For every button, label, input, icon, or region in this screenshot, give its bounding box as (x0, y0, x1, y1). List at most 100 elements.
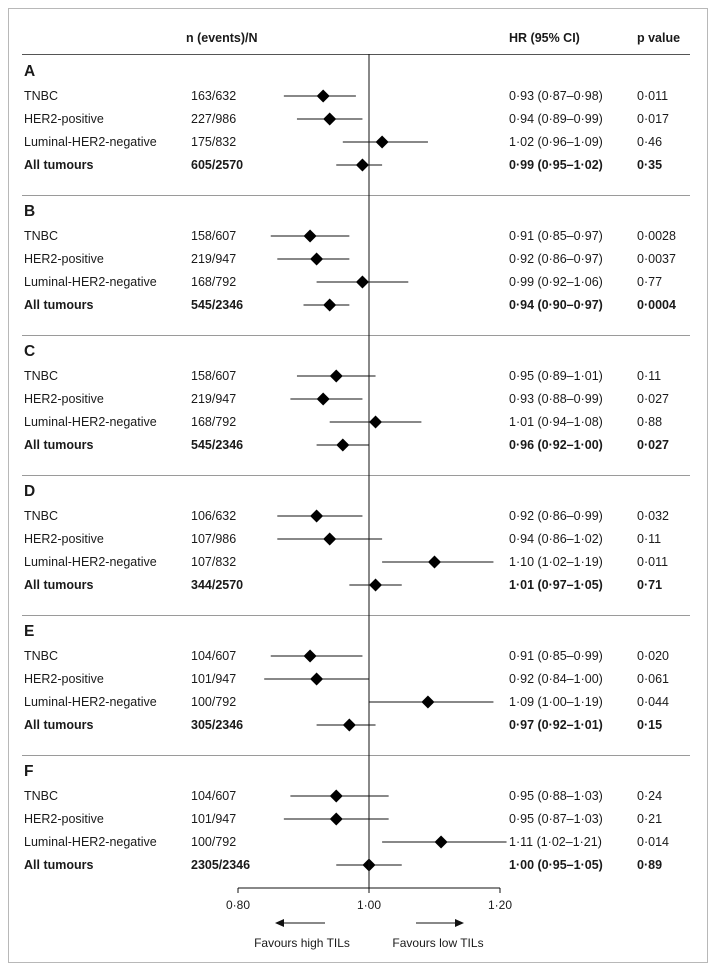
row-events: 545/2346 (191, 438, 244, 452)
row-events: 163/632 (191, 89, 237, 103)
row-p-value: 0·11 (637, 532, 662, 546)
hr-diamond (355, 275, 369, 289)
row-p-value: 0·71 (637, 578, 663, 592)
row-events: 158/607 (191, 369, 237, 383)
row-hr-ci: 0·99 (0·95–1·02) (509, 158, 603, 172)
row-hr-ci: 0·94 (0·90–0·97) (509, 298, 603, 312)
row-p-value: 0·46 (637, 135, 663, 149)
hr-diamond (310, 509, 324, 523)
section-divider (22, 335, 690, 336)
row-hr-ci: 0·95 (0·87–1·03) (509, 812, 603, 826)
section-label: A (24, 63, 36, 80)
row-events: 175/832 (191, 135, 237, 149)
row-events: 168/792 (191, 275, 237, 289)
section-label: B (24, 203, 36, 220)
hr-diamond (303, 229, 317, 243)
row-hr-ci: 1·01 (0·94–1·08) (509, 415, 603, 429)
row-hr-ci: 0·95 (0·88–1·03) (509, 789, 603, 803)
hr-diamond (310, 252, 324, 266)
section-divider (22, 475, 690, 476)
row-p-value: 0·89 (637, 858, 663, 872)
row-hr-ci: 1·10 (1·02–1·19) (509, 555, 603, 569)
x-tick-label: 1·20 (488, 898, 512, 912)
row-label: TNBC (24, 89, 59, 103)
x-tick-label: 0·80 (226, 898, 250, 912)
row-hr-ci: 0·92 (0·86–0·97) (509, 252, 603, 266)
favours-high-tils-label: Favours high TILs (254, 936, 350, 950)
row-events: 605/2570 (191, 158, 244, 172)
row-p-value: 0·21 (637, 812, 663, 826)
hr-diamond (329, 789, 343, 803)
row-label: TNBC (24, 789, 59, 803)
favours-low-tils-label: Favours low TILs (392, 936, 483, 950)
row-p-value: 0·044 (637, 695, 669, 709)
row-p-value: 0·011 (637, 555, 669, 569)
row-label: All tumours (24, 298, 94, 312)
row-label: HER2-positive (24, 812, 104, 826)
row-label: TNBC (24, 509, 59, 523)
row-label: All tumours (24, 158, 94, 172)
section-label: E (24, 623, 35, 640)
row-hr-ci: 1·02 (0·96–1·09) (509, 135, 603, 149)
row-p-value: 0·014 (637, 835, 669, 849)
row-events: 344/2570 (191, 578, 244, 592)
header-p-value: p value (637, 31, 681, 45)
row-p-value: 0·88 (637, 415, 663, 429)
hr-diamond (428, 555, 441, 569)
row-label: Luminal-HER2-negative (24, 835, 157, 849)
row-hr-ci: 1·01 (0·97–1·05) (509, 578, 603, 592)
row-events: 168/792 (191, 415, 237, 429)
row-label: All tumours (24, 578, 94, 592)
row-label: HER2-positive (24, 672, 104, 686)
row-p-value: 0·027 (637, 392, 669, 406)
section-label: F (24, 763, 34, 780)
hr-diamond (323, 298, 337, 312)
hr-diamond (316, 89, 330, 103)
row-p-value: 0·24 (637, 789, 663, 803)
row-hr-ci: 0·94 (0·89–0·99) (509, 112, 603, 126)
row-p-value: 0·0037 (637, 252, 676, 266)
row-p-value: 0·020 (637, 649, 669, 663)
section-divider (22, 195, 690, 196)
row-events: 107/986 (191, 532, 237, 546)
row-label: TNBC (24, 649, 59, 663)
header-rule (22, 54, 690, 55)
row-hr-ci: 0·92 (0·86–0·99) (509, 509, 603, 523)
row-hr-ci: 0·96 (0·92–1·00) (509, 438, 603, 452)
row-label: HER2-positive (24, 392, 104, 406)
x-tick-label: 1·00 (357, 898, 381, 912)
row-events: 227/986 (191, 112, 237, 126)
section-divider (22, 615, 690, 616)
row-label: Luminal-HER2-negative (24, 275, 157, 289)
hr-diamond (355, 158, 369, 172)
section-label: C (24, 343, 36, 360)
row-label: Luminal-HER2-negative (24, 415, 157, 429)
row-hr-ci: 0·93 (0·87–0·98) (509, 89, 603, 103)
row-label: All tumours (24, 438, 94, 452)
row-label: TNBC (24, 229, 59, 243)
row-events: 545/2346 (191, 298, 244, 312)
hr-diamond (329, 812, 343, 826)
hr-diamond (342, 718, 356, 732)
row-label: HER2-positive (24, 252, 104, 266)
row-events: 305/2346 (191, 718, 244, 732)
row-label: All tumours (24, 718, 94, 732)
arrow-right-head (455, 919, 464, 927)
header-n-events: n (events)/N (186, 31, 258, 45)
figure-frame (8, 8, 708, 963)
row-p-value: 0·15 (637, 718, 663, 732)
section-label: D (24, 483, 36, 500)
row-events: 219/947 (191, 252, 237, 266)
row-label: HER2-positive (24, 532, 104, 546)
row-label: TNBC (24, 369, 59, 383)
row-events: 104/607 (191, 789, 237, 803)
row-p-value: 0·032 (637, 509, 669, 523)
row-label: Luminal-HER2-negative (24, 695, 157, 709)
hr-diamond (336, 438, 350, 452)
row-p-value: 0·11 (637, 369, 662, 383)
row-p-value: 0·011 (637, 89, 669, 103)
row-p-value: 0·0028 (637, 229, 676, 243)
row-events: 158/607 (191, 229, 237, 243)
row-events: 100/792 (191, 835, 237, 849)
